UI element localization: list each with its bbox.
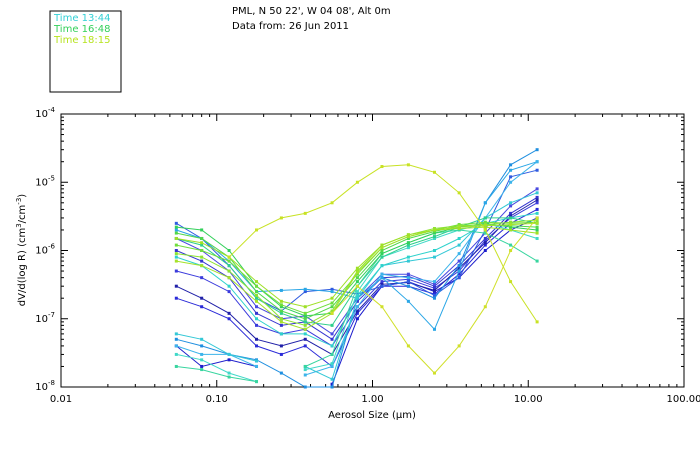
data-point bbox=[535, 218, 539, 222]
data-point bbox=[255, 380, 259, 384]
x-tick-label: 10.00 bbox=[514, 394, 543, 405]
data-point bbox=[535, 191, 539, 195]
data-point bbox=[535, 195, 539, 199]
y-tick-label: 10-4 bbox=[35, 106, 55, 120]
data-point bbox=[535, 148, 539, 152]
series-lime-2 bbox=[174, 225, 539, 309]
x-tick-label: 100.00 bbox=[667, 394, 700, 405]
data-point bbox=[535, 160, 539, 164]
series-line bbox=[304, 192, 538, 380]
series-line bbox=[176, 333, 257, 362]
series-line bbox=[176, 212, 538, 347]
y-tick-label: 10-8 bbox=[35, 379, 55, 393]
y-tick-label: 10-7 bbox=[35, 311, 55, 325]
chart-subtitle: Data from: 26 Jun 2011 bbox=[232, 21, 349, 32]
data-point bbox=[227, 255, 231, 259]
data-point bbox=[535, 236, 539, 240]
series-line bbox=[176, 226, 538, 308]
series-sky-3 bbox=[174, 160, 539, 377]
series-line bbox=[331, 217, 538, 374]
x-tick-label: 0.01 bbox=[50, 394, 72, 405]
series-line bbox=[176, 353, 257, 383]
series-line bbox=[176, 345, 257, 367]
y-axis-label: dV/d(log R) (cm3/cm-3) bbox=[15, 194, 28, 306]
series-line bbox=[305, 161, 538, 376]
series-line bbox=[176, 199, 538, 356]
data-point bbox=[535, 198, 539, 202]
series-yellow-2 bbox=[330, 216, 539, 375]
data-point bbox=[535, 168, 539, 172]
legend-entry-0: Time 13:44 bbox=[53, 13, 110, 24]
legend-entry-2: Time 18:15 bbox=[53, 35, 110, 46]
data-point bbox=[174, 228, 178, 232]
series-layer bbox=[174, 148, 539, 389]
x-axis-label: Aerosol Size (µm) bbox=[328, 410, 416, 421]
series-line bbox=[176, 196, 538, 340]
series-line bbox=[176, 208, 538, 368]
series-line bbox=[176, 366, 257, 383]
data-point bbox=[535, 187, 539, 191]
y-tick-label: 10-6 bbox=[35, 243, 55, 257]
data-point bbox=[535, 207, 539, 211]
series-line bbox=[176, 221, 538, 314]
series-yellow-1 bbox=[227, 163, 539, 324]
data-point bbox=[535, 228, 539, 232]
data-point bbox=[535, 201, 539, 205]
series-line bbox=[176, 222, 538, 330]
data-point bbox=[535, 231, 539, 235]
chart-title: PML, N 50 22', W 04 08', Alt 0m bbox=[232, 6, 391, 17]
series-line bbox=[228, 164, 538, 323]
data-point bbox=[535, 225, 539, 229]
plot-frame bbox=[60, 113, 685, 388]
series-line bbox=[305, 222, 538, 371]
y-tick-label: 10-5 bbox=[35, 174, 55, 188]
legend-entry-1: Time 16:48 bbox=[53, 24, 110, 35]
series-line bbox=[175, 345, 257, 368]
x-tick-label: 0.10 bbox=[206, 394, 228, 405]
x-tick-label: 1.00 bbox=[361, 394, 383, 405]
axis-ticks: 0.01 0.10 1.00 10.00 100.00 10-8 10-7 10-6 10-5 1… bbox=[35, 106, 700, 405]
series-blue-4 bbox=[174, 195, 539, 341]
data-point bbox=[330, 311, 334, 315]
legend-box bbox=[49, 10, 122, 93]
data-point bbox=[535, 221, 539, 225]
data-point bbox=[535, 211, 539, 215]
